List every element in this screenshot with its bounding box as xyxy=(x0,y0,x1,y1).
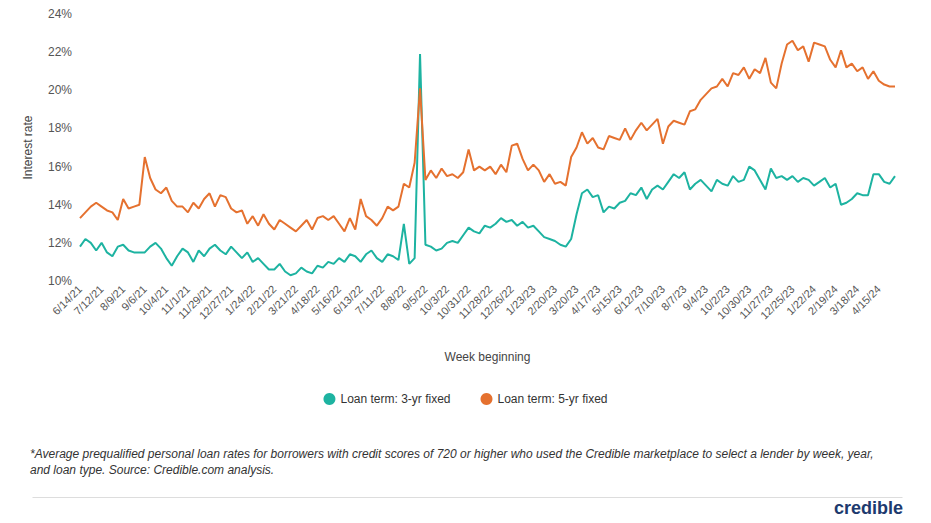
svg-text:and loan type. Source: Credibl: and loan type. Source: Credible.com anal… xyxy=(30,463,274,477)
svg-text:9/6/21: 9/6/21 xyxy=(118,282,149,313)
svg-text:7/10/23: 7/10/23 xyxy=(632,282,668,318)
svg-text:20%: 20% xyxy=(48,83,72,97)
svg-text:2/19/24: 2/19/24 xyxy=(805,282,840,318)
svg-text:12/26/22: 12/26/22 xyxy=(477,282,516,322)
svg-text:16%: 16% xyxy=(48,160,72,174)
svg-text:3/21/22: 3/21/22 xyxy=(265,282,301,318)
svg-text:8/8/22: 8/8/22 xyxy=(378,282,409,313)
svg-text:18%: 18% xyxy=(48,121,72,135)
svg-text:*Average prequalified personal: *Average prequalified personal loan rate… xyxy=(30,447,877,461)
svg-text:10/3/22: 10/3/22 xyxy=(416,282,452,318)
svg-text:4/17/23: 4/17/23 xyxy=(568,282,603,318)
svg-text:credible: credible xyxy=(834,498,903,518)
svg-text:22%: 22% xyxy=(48,45,72,59)
svg-text:9/5/22: 9/5/22 xyxy=(399,282,430,313)
svg-text:10/31/22: 10/31/22 xyxy=(434,282,473,322)
svg-text:6/13/22: 6/13/22 xyxy=(330,282,365,318)
svg-text:12/27/21: 12/27/21 xyxy=(196,282,236,322)
svg-text:6/12/23: 6/12/23 xyxy=(611,282,646,318)
svg-text:11/27/23: 11/27/23 xyxy=(737,282,776,321)
svg-text:11/29/21: 11/29/21 xyxy=(175,282,214,321)
svg-text:10/4/21: 10/4/21 xyxy=(136,282,171,318)
svg-text:Week beginning: Week beginning xyxy=(445,350,531,364)
svg-text:1/24/22: 1/24/22 xyxy=(222,282,257,318)
svg-text:4/18/22: 4/18/22 xyxy=(287,282,322,318)
svg-text:6/14/21: 6/14/21 xyxy=(49,282,85,318)
svg-text:Interest rate: Interest rate xyxy=(21,115,35,179)
svg-text:7/11/22: 7/11/22 xyxy=(352,282,387,317)
svg-text:2/20/23: 2/20/23 xyxy=(524,282,560,318)
svg-text:12%: 12% xyxy=(48,236,72,250)
svg-text:4/15/24: 4/15/24 xyxy=(849,283,883,317)
svg-text:7/12/21: 7/12/21 xyxy=(71,282,106,318)
svg-text:11/28/22: 11/28/22 xyxy=(456,282,495,321)
svg-text:14%: 14% xyxy=(48,198,72,212)
svg-text:1/23/23: 1/23/23 xyxy=(503,282,538,318)
svg-text:Loan term: 5-yr fixed: Loan term: 5-yr fixed xyxy=(498,392,608,406)
svg-text:10/2/23: 10/2/23 xyxy=(697,282,732,318)
svg-text:5/16/22: 5/16/22 xyxy=(308,282,344,318)
svg-text:Loan term: 3-yr fixed: Loan term: 3-yr fixed xyxy=(340,392,450,406)
svg-text:3/18/24: 3/18/24 xyxy=(827,282,862,318)
svg-text:8/9/21: 8/9/21 xyxy=(97,282,128,313)
svg-text:2/21/22: 2/21/22 xyxy=(244,282,279,318)
svg-text:9/4/23: 9/4/23 xyxy=(680,282,711,313)
svg-text:10%: 10% xyxy=(48,274,72,288)
svg-text:11/1/21: 11/1/21 xyxy=(158,282,193,317)
svg-text:10/30/23: 10/30/23 xyxy=(714,282,754,322)
svg-text:8/7/23: 8/7/23 xyxy=(658,282,689,313)
svg-text:3/20/23: 3/20/23 xyxy=(546,282,581,318)
svg-text:24%: 24% xyxy=(48,7,72,21)
svg-text:1/22/24: 1/22/24 xyxy=(783,282,819,318)
svg-text:5/15/23: 5/15/23 xyxy=(589,282,624,318)
svg-text:12/25/23: 12/25/23 xyxy=(758,282,797,322)
